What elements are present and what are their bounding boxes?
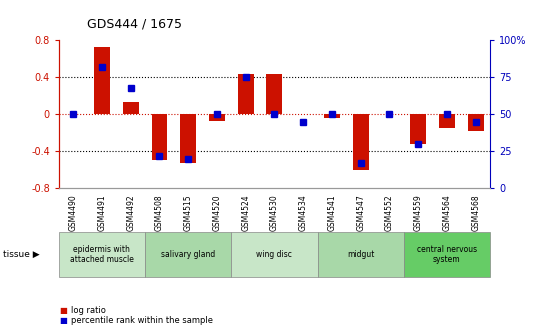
Bar <box>324 114 340 118</box>
Bar <box>353 114 368 170</box>
Bar <box>410 114 426 144</box>
Text: log ratio: log ratio <box>71 306 106 315</box>
Bar <box>123 102 138 114</box>
Bar <box>180 114 196 163</box>
Bar <box>468 114 483 131</box>
Bar <box>94 47 110 114</box>
Text: GDS444 / 1675: GDS444 / 1675 <box>87 17 182 30</box>
Bar <box>209 114 225 121</box>
Bar <box>238 74 254 114</box>
Text: tissue ▶: tissue ▶ <box>3 250 39 259</box>
Text: ■: ■ <box>59 317 67 325</box>
Text: ■: ■ <box>59 306 67 315</box>
Text: wing disc: wing disc <box>256 250 292 259</box>
Bar <box>439 114 455 128</box>
Text: salivary gland: salivary gland <box>161 250 215 259</box>
Text: percentile rank within the sample: percentile rank within the sample <box>71 317 213 325</box>
Text: central nervous
system: central nervous system <box>417 245 477 264</box>
Bar <box>152 114 167 161</box>
Text: epidermis with
attached muscle: epidermis with attached muscle <box>70 245 134 264</box>
Text: midgut: midgut <box>347 250 374 259</box>
Bar <box>267 74 282 114</box>
